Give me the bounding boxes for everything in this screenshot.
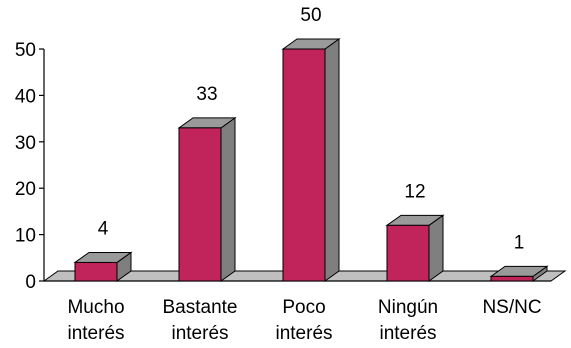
x-tick-label: Ningún interés [378, 297, 438, 344]
y-tick-label: 10 [15, 226, 36, 247]
bar-front [282, 48, 326, 282]
y-axis: 0 10 20 30 40 50 [15, 40, 551, 293]
data-label: 33 [196, 84, 217, 105]
x-tick-label: Poco interés [275, 297, 332, 344]
bar: 50 [281, 5, 341, 282]
bar-front [386, 224, 430, 282]
x-tick-label: NS/NC [482, 297, 541, 318]
bar: 33 [177, 84, 237, 282]
x-tick-label: Bastante interés [163, 297, 238, 344]
bar: 12 [385, 181, 445, 282]
y-tick-label: 20 [15, 179, 36, 200]
y-tick-label: 30 [15, 133, 36, 154]
bar-series: 4 33 50 12 1 [73, 5, 549, 282]
x-tick-label: Mucho interés [67, 297, 124, 344]
data-label: 12 [404, 181, 425, 202]
bar: 4 [73, 218, 133, 282]
bar: 1 [489, 232, 549, 282]
bar-front [490, 275, 534, 282]
x-axis-labels: Mucho interés Bastante interés Poco interés Ni… [67, 297, 541, 344]
bar-front [74, 261, 118, 282]
bar-side [220, 116, 236, 282]
bar-front [178, 127, 222, 282]
bar-side [324, 38, 340, 282]
y-tick-label: 50 [15, 40, 36, 61]
data-label: 4 [98, 218, 109, 239]
data-label: 50 [300, 5, 321, 26]
y-tick-label: 0 [25, 272, 36, 293]
y-tick-label: 40 [15, 86, 36, 107]
bar-side [428, 214, 444, 282]
data-label: 1 [514, 232, 525, 253]
